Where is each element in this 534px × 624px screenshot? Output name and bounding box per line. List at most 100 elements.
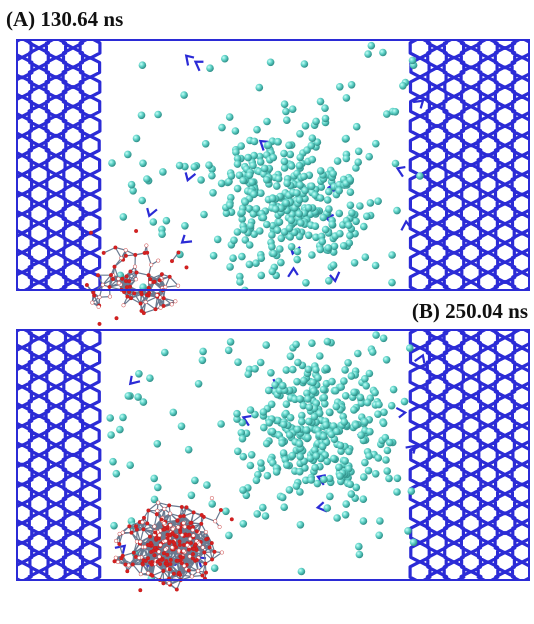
methane (409, 538, 418, 547)
methane (318, 237, 327, 246)
methane (126, 461, 134, 470)
methane (233, 409, 241, 418)
methane (280, 100, 289, 108)
hydrate-atom (176, 548, 181, 553)
methane (379, 48, 387, 57)
methane (241, 236, 250, 244)
water-molecule (146, 207, 158, 218)
methane (342, 500, 351, 508)
methane (234, 358, 242, 367)
methane (225, 531, 233, 540)
methane (341, 366, 349, 374)
methane (288, 210, 297, 219)
methane (203, 481, 211, 489)
methane (272, 468, 281, 476)
methane (253, 125, 261, 134)
methane (320, 475, 328, 484)
ice-slab (17, 40, 102, 290)
methane (246, 221, 255, 230)
methane (367, 41, 376, 50)
hydrate-atom (143, 300, 148, 305)
methane (350, 406, 358, 414)
hydrate-atom (187, 525, 192, 530)
methane (325, 205, 333, 213)
methane (116, 425, 124, 434)
methane (112, 469, 121, 478)
hydrate-atom (139, 308, 144, 313)
hydrate-atom (145, 556, 150, 561)
methane (374, 197, 382, 205)
methane (296, 452, 305, 461)
methane (300, 172, 308, 181)
methane (296, 467, 304, 476)
methane (333, 427, 341, 436)
methane (341, 457, 349, 465)
methane (341, 511, 350, 519)
hydrate-atom (171, 540, 176, 545)
methane (283, 116, 291, 124)
methane (285, 431, 294, 439)
hydrate-atom (153, 536, 158, 541)
methane (296, 395, 304, 403)
hydrate-atom (209, 496, 214, 501)
methane (404, 527, 412, 535)
methane (286, 150, 295, 159)
hydrate-atom (151, 548, 156, 553)
methane (365, 152, 374, 161)
hydrate-atom (156, 500, 161, 505)
hydrate-atom (88, 230, 93, 235)
methane (282, 199, 291, 207)
methane (150, 495, 159, 504)
methane (106, 414, 114, 422)
methane (316, 352, 324, 360)
water-molecule (241, 414, 252, 427)
methane (293, 247, 302, 256)
hydrate-atom (128, 269, 133, 274)
methane (303, 389, 311, 398)
hydrate-atom (161, 296, 166, 301)
methane (329, 248, 338, 256)
methane (181, 222, 189, 230)
hydrate-atom (173, 534, 178, 539)
methane (208, 500, 216, 508)
hydrate-atom (140, 562, 145, 567)
water-molecule (329, 271, 341, 283)
methane (295, 232, 304, 241)
methane (382, 456, 390, 464)
methane (345, 447, 353, 456)
water-molecule (405, 444, 417, 454)
hydrate-atom (133, 277, 138, 282)
methane (354, 158, 363, 166)
hydrate-atom (129, 530, 134, 535)
methane (321, 400, 329, 408)
methane (316, 245, 325, 254)
methane (336, 83, 344, 91)
hydrate-atom (163, 547, 168, 552)
hydrate-atom (114, 538, 119, 543)
snapshot-b (17, 330, 529, 593)
methane (275, 218, 284, 226)
methane (314, 374, 322, 382)
methane (346, 201, 355, 210)
methane (344, 464, 353, 473)
methane (312, 365, 320, 374)
hydrate-atom (141, 527, 146, 532)
hydrate-atom (210, 557, 215, 562)
methane (134, 393, 142, 401)
methane (139, 159, 147, 168)
methane (310, 387, 318, 395)
methane (359, 517, 368, 525)
hydrate-atom (170, 545, 175, 550)
hydrate-atom (175, 518, 180, 523)
hydrate-atom (167, 567, 172, 572)
methane (295, 210, 304, 218)
hydrate-atom (141, 515, 146, 520)
methane (280, 149, 288, 158)
methane (388, 278, 396, 287)
methane (273, 182, 281, 190)
water-molecule (180, 234, 193, 244)
methane (132, 134, 141, 143)
hydrate-atom (156, 549, 161, 554)
hydrate-atom (194, 529, 199, 534)
methane (323, 457, 332, 466)
